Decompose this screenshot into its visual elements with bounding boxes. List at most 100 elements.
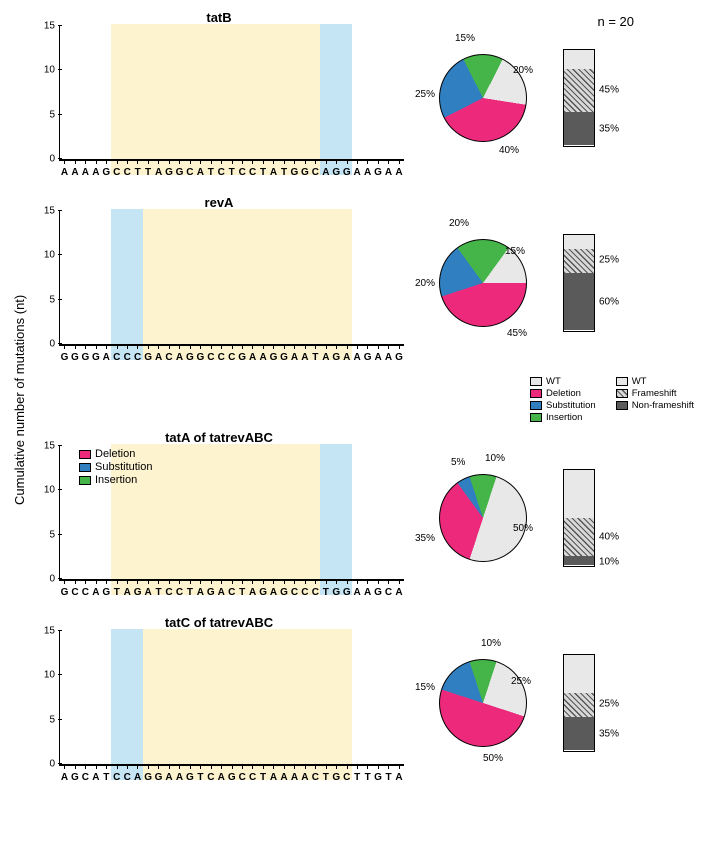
x-tick-label: G — [373, 772, 383, 783]
x-tick-label: G — [226, 772, 236, 783]
y-tick-label: 5 — [49, 529, 55, 540]
x-tick-label: T — [352, 772, 362, 783]
x-tick-label: A — [279, 772, 289, 783]
stack-percent-label: 45% — [599, 84, 619, 95]
stack-percent-label: 10% — [599, 556, 619, 567]
y-tick-label: 15 — [44, 626, 55, 637]
stack-column — [563, 234, 595, 332]
stack-segment-wt — [564, 655, 594, 693]
x-tick-label: A — [362, 167, 372, 178]
y-tick-label: 5 — [49, 109, 55, 120]
x-tick-label: A — [362, 587, 372, 598]
stacked-bar: 45% 35% — [563, 33, 631, 163]
x-tick-label: A — [247, 587, 257, 598]
x-tick-label: G — [101, 167, 111, 178]
x-tick-label: A — [352, 352, 362, 363]
x-tick-label: G — [279, 587, 289, 598]
x-tick-label: A — [153, 352, 163, 363]
x-tick-label: G — [237, 352, 247, 363]
legend-label: Substitution — [95, 461, 152, 473]
x-tick-label: A — [383, 352, 393, 363]
x-tick-label: A — [153, 167, 163, 178]
legend-label: WT — [546, 376, 561, 387]
panel-title: tatC of tatrevABC — [29, 615, 409, 630]
x-tick-label: C — [80, 587, 90, 598]
x-tick-label: A — [59, 167, 69, 178]
y-tick-label: 15 — [44, 206, 55, 217]
x-tick-label: C — [247, 167, 257, 178]
x-tick-label: C — [111, 167, 121, 178]
legend-label: WT — [632, 376, 647, 387]
x-tick-label: C — [69, 587, 79, 598]
x-tick-label: A — [216, 772, 226, 783]
x-tick-label: G — [289, 167, 299, 178]
panel-title: revA — [29, 195, 409, 210]
x-tick-label: T — [320, 587, 330, 598]
stack-segment-wt — [564, 470, 594, 518]
x-tick-label: A — [69, 167, 79, 178]
legend-swatch — [530, 389, 542, 398]
x-tick-label: G — [143, 352, 153, 363]
legend-label: Insertion — [95, 474, 137, 486]
x-tick-label: A — [289, 352, 299, 363]
x-tick-label: A — [132, 772, 142, 783]
x-tick-label: G — [331, 167, 341, 178]
pie-disc — [439, 659, 527, 747]
legend-label: Deletion — [546, 388, 581, 399]
x-tick-label: A — [122, 587, 132, 598]
x-tick-label: A — [320, 167, 330, 178]
x-tick-label: A — [80, 167, 90, 178]
x-tick-label: C — [237, 772, 247, 783]
pie-percent-label: 10% — [481, 638, 501, 649]
pie-percent-label: 20% — [449, 218, 469, 229]
y-axis: 051015 — [29, 631, 59, 764]
x-tick-label: A — [90, 772, 100, 783]
x-tick-label: T — [153, 587, 163, 598]
x-axis: GCCAGTAGATCCTAGACTAGAGCCCTGGAAGCA — [59, 579, 404, 605]
x-tick-label: C — [310, 587, 320, 598]
y-tick-label: 15 — [44, 21, 55, 32]
legend-swatch — [530, 413, 542, 422]
y-tick-label: 0 — [49, 154, 55, 165]
stack-segment-nonframeshift — [564, 717, 594, 751]
stack-segment-wt — [564, 50, 594, 69]
y-axis-label: Cumulative number of mutations (nt) — [10, 10, 29, 790]
x-tick-label: A — [258, 352, 268, 363]
x-tick-label: G — [279, 352, 289, 363]
x-tick-label: G — [299, 167, 309, 178]
x-tick-label: C — [247, 772, 257, 783]
pie-percent-label: 20% — [513, 65, 533, 76]
panel-title: tatB — [29, 10, 409, 25]
pie-percent-label: 10% — [485, 453, 505, 464]
x-tick-label: C — [111, 772, 121, 783]
bar-legend: DeletionSubstitutionInsertion — [79, 448, 152, 487]
x-tick-label: G — [341, 167, 351, 178]
pie-percent-label: 15% — [505, 246, 525, 257]
pie-chart: 20%15%45%20% — [421, 218, 551, 348]
legend-label: Deletion — [95, 448, 135, 460]
stack-segment-nonframeshift — [564, 273, 594, 331]
x-tick-label: C — [310, 167, 320, 178]
x-tick-label: G — [184, 352, 194, 363]
x-tick-label: C — [341, 772, 351, 783]
x-tick-label: G — [69, 352, 79, 363]
x-tick-label: A — [59, 772, 69, 783]
x-tick-label: C — [164, 352, 174, 363]
x-tick-label: A — [289, 772, 299, 783]
y-tick-label: 15 — [44, 441, 55, 452]
pie-percent-label: 15% — [415, 682, 435, 693]
pie-percent-label: 5% — [451, 457, 465, 468]
stacked-bar: 25%60% — [563, 218, 631, 348]
x-tick-label: G — [341, 587, 351, 598]
x-tick-label: T — [310, 352, 320, 363]
x-tick-label: G — [331, 587, 341, 598]
stack-percent-label: 35% — [599, 123, 619, 134]
x-tick-label: A — [268, 167, 278, 178]
x-axis: GGGGACCCGACAGGCCCGAAGGAATAGAAGAAG — [59, 344, 404, 370]
panel-row: tatC of tatrevABC051015AGCATCCAGGAAGTCAG… — [29, 615, 704, 790]
x-tick-label: C — [132, 352, 142, 363]
pie-percent-label: 50% — [483, 753, 503, 764]
x-tick-label: G — [59, 587, 69, 598]
x-tick-label: T — [195, 772, 205, 783]
pie-percent-label: 40% — [499, 145, 519, 156]
